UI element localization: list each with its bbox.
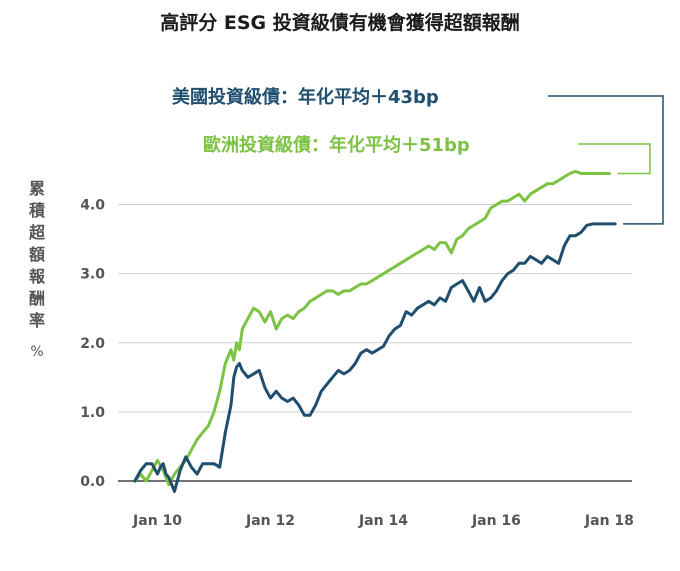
- y-tick-label: 0.0: [80, 474, 105, 490]
- legend-label: 美國投資級債：年化平均＋43bp: [172, 86, 439, 108]
- x-tick-label: Jan 12: [245, 513, 295, 529]
- x-tick-label: Jan 14: [358, 513, 408, 529]
- y-tick-label: 3.0: [80, 267, 105, 283]
- x-tick-label: Jan 16: [471, 513, 521, 529]
- y-axis-label: 累積超額報酬率: [28, 179, 45, 330]
- series-line: [133, 169, 611, 486]
- legend-connector: [548, 95, 664, 225]
- chart-title: 高評分 ESG 投資級債有機會獲得超額報酬: [160, 12, 520, 34]
- y-tick-label: 1.0: [80, 405, 105, 421]
- x-tick-label: Jan 18: [584, 513, 634, 529]
- x-tick-label: Jan 10: [132, 513, 182, 529]
- series-line: [133, 222, 617, 493]
- y-tick-label: 2.0: [80, 336, 105, 352]
- legend-connector: [578, 143, 651, 175]
- y-tick-label: 4.0: [80, 198, 105, 214]
- legend-label: 歐洲投資級債：年化平均＋51bp: [203, 134, 470, 156]
- y-axis-unit: %: [30, 344, 44, 360]
